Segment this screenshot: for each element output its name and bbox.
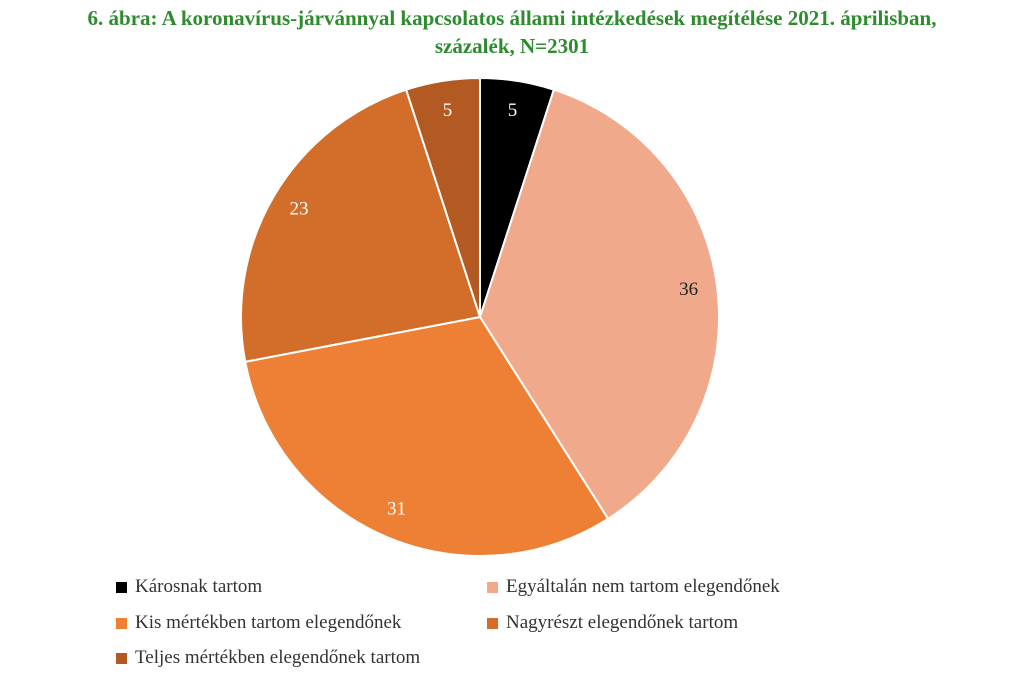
legend-item-0: Károsnak tartom (116, 576, 262, 598)
legend-label-0: Károsnak tartom (135, 576, 263, 597)
pie-slice-4 (404, 76, 481, 318)
chart-title: 6. ábra: A koronavírus-járvánnyal kapcso… (0, 4, 1024, 60)
chart-title-line1: 6. ábra: A koronavírus-járvánnyal kapcso… (87, 6, 937, 30)
pie-slice-3 (240, 88, 482, 363)
data-label-4: 5 (443, 100, 453, 121)
legend-item-3: Nagyrészt elegendőnek tartom (487, 612, 738, 634)
legend-item-1: Egyáltalán nem tartom elegendőnek (487, 576, 780, 598)
chart-title-line2: százalék, N=2301 (434, 34, 590, 58)
legend-label-1: Egyáltalán nem tartom elegendőnek (506, 576, 780, 597)
legend-swatch-3 (487, 617, 498, 629)
legend-item-2: Kis mértékben tartom elegendőnek (116, 612, 401, 634)
data-label-1: 36 (679, 279, 698, 300)
legend-label-4: Teljes mértékben elegendőnek tartom (135, 647, 421, 668)
legend-label-3: Nagyrészt elegendőnek tartom (506, 612, 739, 633)
legend-item-4: Teljes mértékben elegendőnek tartom (116, 647, 420, 669)
data-label-3: 23 (289, 198, 308, 219)
data-label-2: 31 (387, 498, 406, 519)
legend-swatch-2 (116, 617, 127, 629)
legend-swatch-4 (116, 652, 127, 664)
pie-slice-2 (244, 315, 610, 557)
data-label-0: 5 (508, 100, 518, 121)
legend-label-2: Kis mértékben tartom elegendőnek (135, 612, 402, 633)
legend-swatch-0 (116, 581, 127, 593)
pie-slice-1 (478, 88, 720, 521)
legend-swatch-1 (487, 581, 498, 593)
